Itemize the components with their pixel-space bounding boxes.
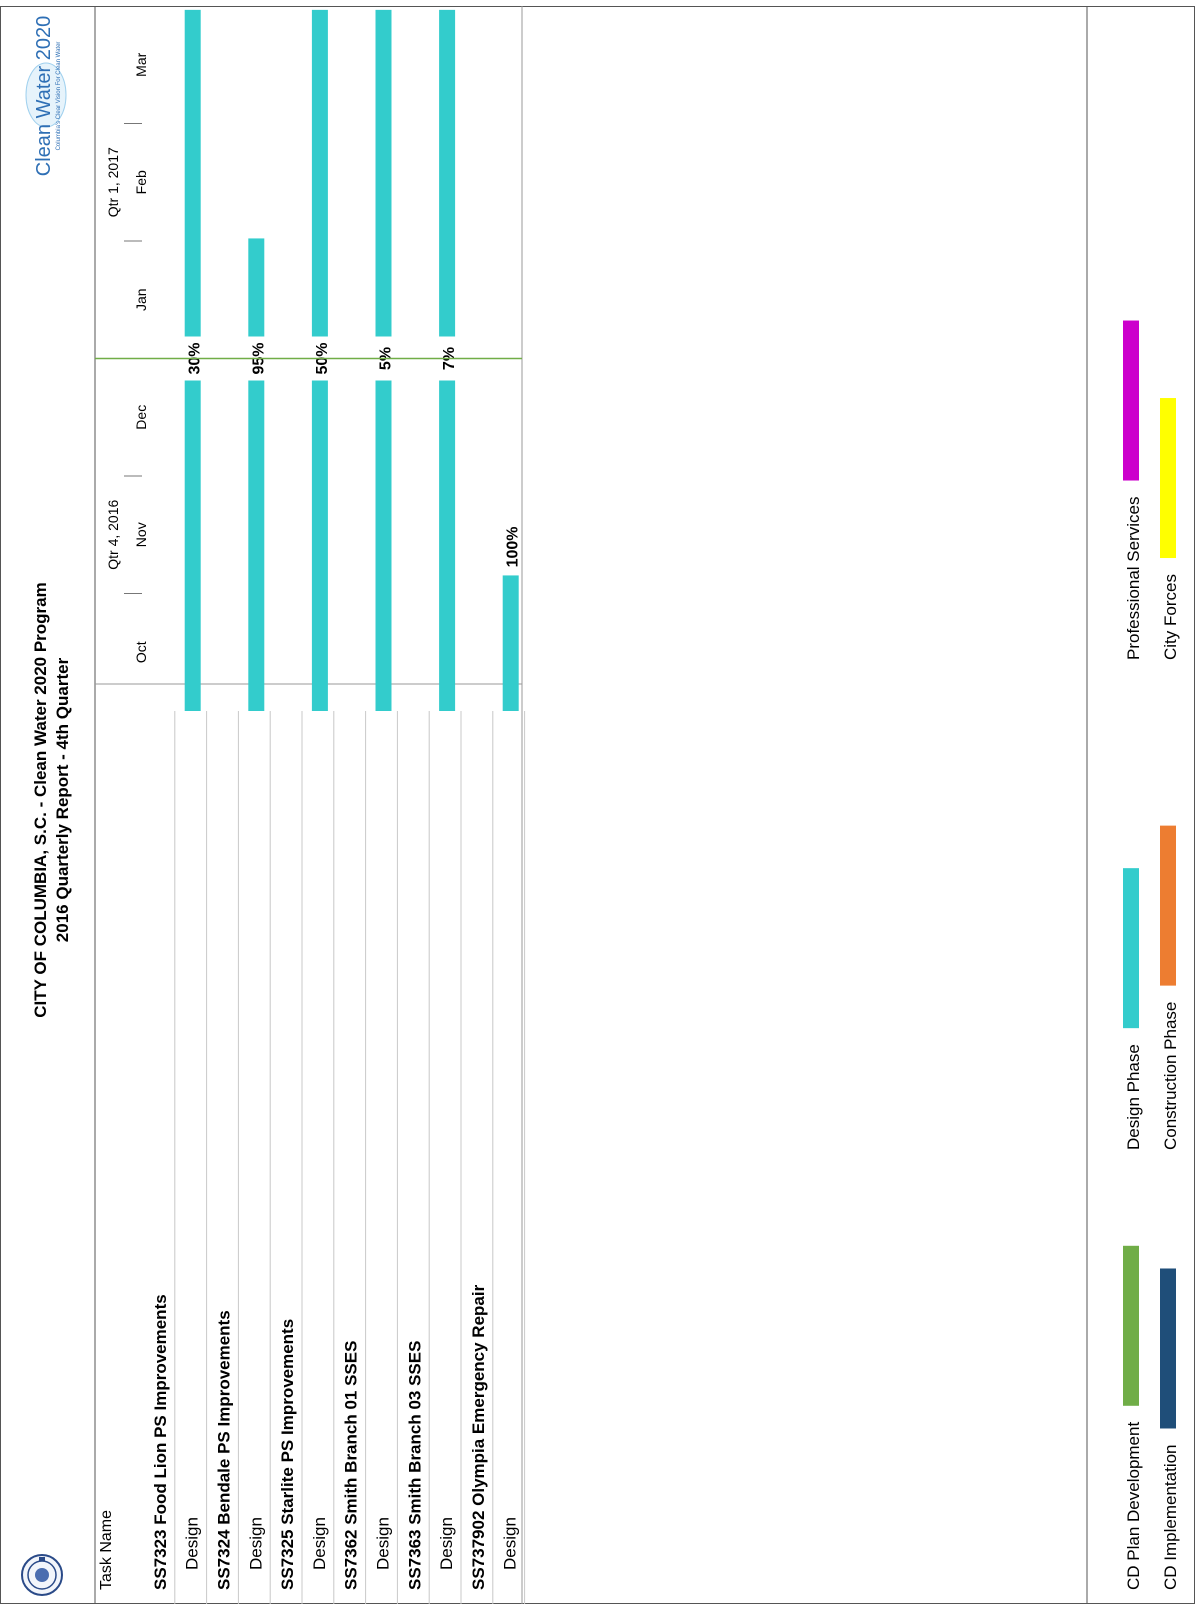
task-rows: SS7323 Food Lion PS Improvements Design SS… — [151, 711, 526, 1604]
legend-swatch — [1160, 825, 1176, 986]
gantt-bar — [375, 380, 392, 711]
legend-swatch — [1160, 398, 1176, 559]
clean-water-logo: Clean Water 2020 Columbia's Clear Vision… — [25, 16, 67, 176]
report-title: CITY OF COLUMBIA, S.C. - Clean Water 202… — [31, 582, 50, 1017]
timescale-marks: Qtr 4, 2016 Oct Nov Dec Qtr 1, 2017 Jan Feb Mar — [105, 52, 149, 663]
timescale: Qtr 4, 2016 Oct Nov Dec Qtr 1, 2017 Jan Feb Mar — [95, 52, 522, 685]
gantt-bar — [248, 238, 265, 337]
city-seal-icon — [21, 1554, 63, 1596]
legend-label: CD Plan Development — [1124, 1422, 1143, 1590]
subtask-name: Design — [246, 1517, 265, 1570]
subtask-name: Design — [373, 1517, 392, 1570]
gantt-bar — [375, 9, 392, 337]
legend-swatch — [1123, 1245, 1139, 1406]
legend-label: City Forces — [1161, 574, 1180, 660]
summary-task-name: SS7323 Food Lion PS Improvements — [151, 1294, 170, 1590]
gantt-bar — [439, 380, 456, 711]
subtask-name: Design — [501, 1517, 520, 1570]
summary-task-name: SS7362 Smith Branch 01 SSES — [342, 1341, 361, 1590]
quarter-label: Qtr 1, 2017 — [105, 147, 121, 217]
subtask-name: Design — [437, 1517, 456, 1570]
task-table: Task Name SS7323 Food Lion PS Improvemen… — [98, 6, 526, 1604]
legend-label: Construction Phase — [1161, 1002, 1180, 1150]
task-name-header: Task Name — [98, 1510, 115, 1590]
report-subtitle: 2016 Quarterly Report - 4th Quarter — [53, 657, 72, 942]
gantt-bar — [311, 9, 328, 337]
gantt-bar — [184, 9, 201, 337]
month-label: Oct — [133, 641, 149, 663]
legend-label: Professional Services — [1124, 497, 1143, 660]
logo-text: Clean Water 2020 — [33, 16, 55, 176]
logo-subtext: Columbia's Clear Vision For Clean Water — [56, 42, 62, 151]
percent-complete-label: 100% — [505, 527, 522, 568]
gantt-bar — [311, 380, 328, 711]
gantt-bar — [439, 9, 456, 337]
legend-label: Design Phase — [1124, 1044, 1143, 1150]
gantt-bar — [502, 575, 519, 711]
legend: CD Plan Development Design Phase Professio… — [1123, 320, 1180, 1590]
gantt-bar — [184, 380, 201, 711]
month-label: Dec — [133, 405, 149, 430]
legend-swatch — [1160, 1268, 1176, 1429]
summary-task-name: SS7363 Smith Branch 03 SSES — [405, 1341, 424, 1590]
gantt-bar — [248, 380, 265, 711]
legend-swatch — [1123, 320, 1139, 481]
summary-task-name: SS7324 Bendale PS Improvements — [214, 1310, 233, 1590]
month-label: Feb — [133, 170, 149, 194]
subtask-name: Design — [310, 1517, 329, 1570]
subtask-name: Design — [183, 1517, 202, 1570]
month-label: Jan — [133, 288, 149, 311]
month-label: Nov — [133, 522, 149, 547]
legend-label: CD Implementation — [1161, 1444, 1180, 1590]
summary-task-name: SS7325 Starlite PS Improvements — [278, 1319, 297, 1590]
summary-task-name: SS737902 Olympia Emergency Repair — [469, 1284, 488, 1590]
quarter-label: Qtr 4, 2016 — [105, 500, 121, 570]
page-frame — [0, 6, 1195, 1604]
month-label: Mar — [133, 52, 149, 76]
gantt-bars: 30% 95% 50% 5% 7%100% — [184, 9, 522, 711]
legend-swatch — [1123, 868, 1139, 1029]
